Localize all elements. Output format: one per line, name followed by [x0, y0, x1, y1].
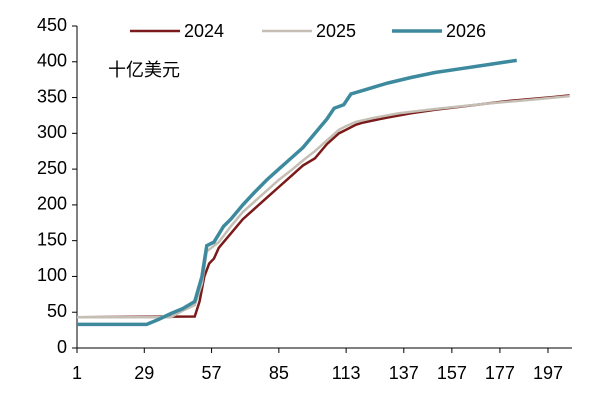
- y-tick-label: 100: [37, 265, 67, 285]
- y-tick-label: 50: [47, 301, 67, 321]
- x-tick-label: 157: [437, 363, 467, 383]
- y-tick-label: 450: [37, 15, 67, 35]
- x-tick-label: 177: [485, 363, 515, 383]
- series-line: [76, 94, 570, 319]
- y-tick-label: 300: [37, 122, 67, 142]
- x-tick-label: 137: [389, 363, 419, 383]
- x-tick-label: 85: [269, 363, 289, 383]
- x-tick-label: 1: [72, 363, 82, 383]
- y-tick-label: 350: [37, 86, 67, 106]
- unit-annotation: 十亿美元: [108, 60, 180, 80]
- series-line: [77, 94, 570, 319]
- legend-label: 2026: [446, 21, 486, 41]
- y-tick-label: 200: [37, 194, 67, 214]
- legend-label: 2024: [184, 21, 224, 41]
- y-tick-label: 150: [37, 229, 67, 249]
- x-tick-label: 29: [134, 363, 154, 383]
- y-tick-label: 250: [37, 158, 67, 178]
- x-tick-label: 57: [202, 363, 222, 383]
- y-tick-label: 0: [57, 337, 67, 357]
- legend-label: 2025: [316, 21, 356, 41]
- y-tick-label: 400: [37, 51, 67, 71]
- x-tick-label: 197: [533, 363, 563, 383]
- series-line: [77, 58, 517, 327]
- x-tick-label: 113: [332, 363, 361, 383]
